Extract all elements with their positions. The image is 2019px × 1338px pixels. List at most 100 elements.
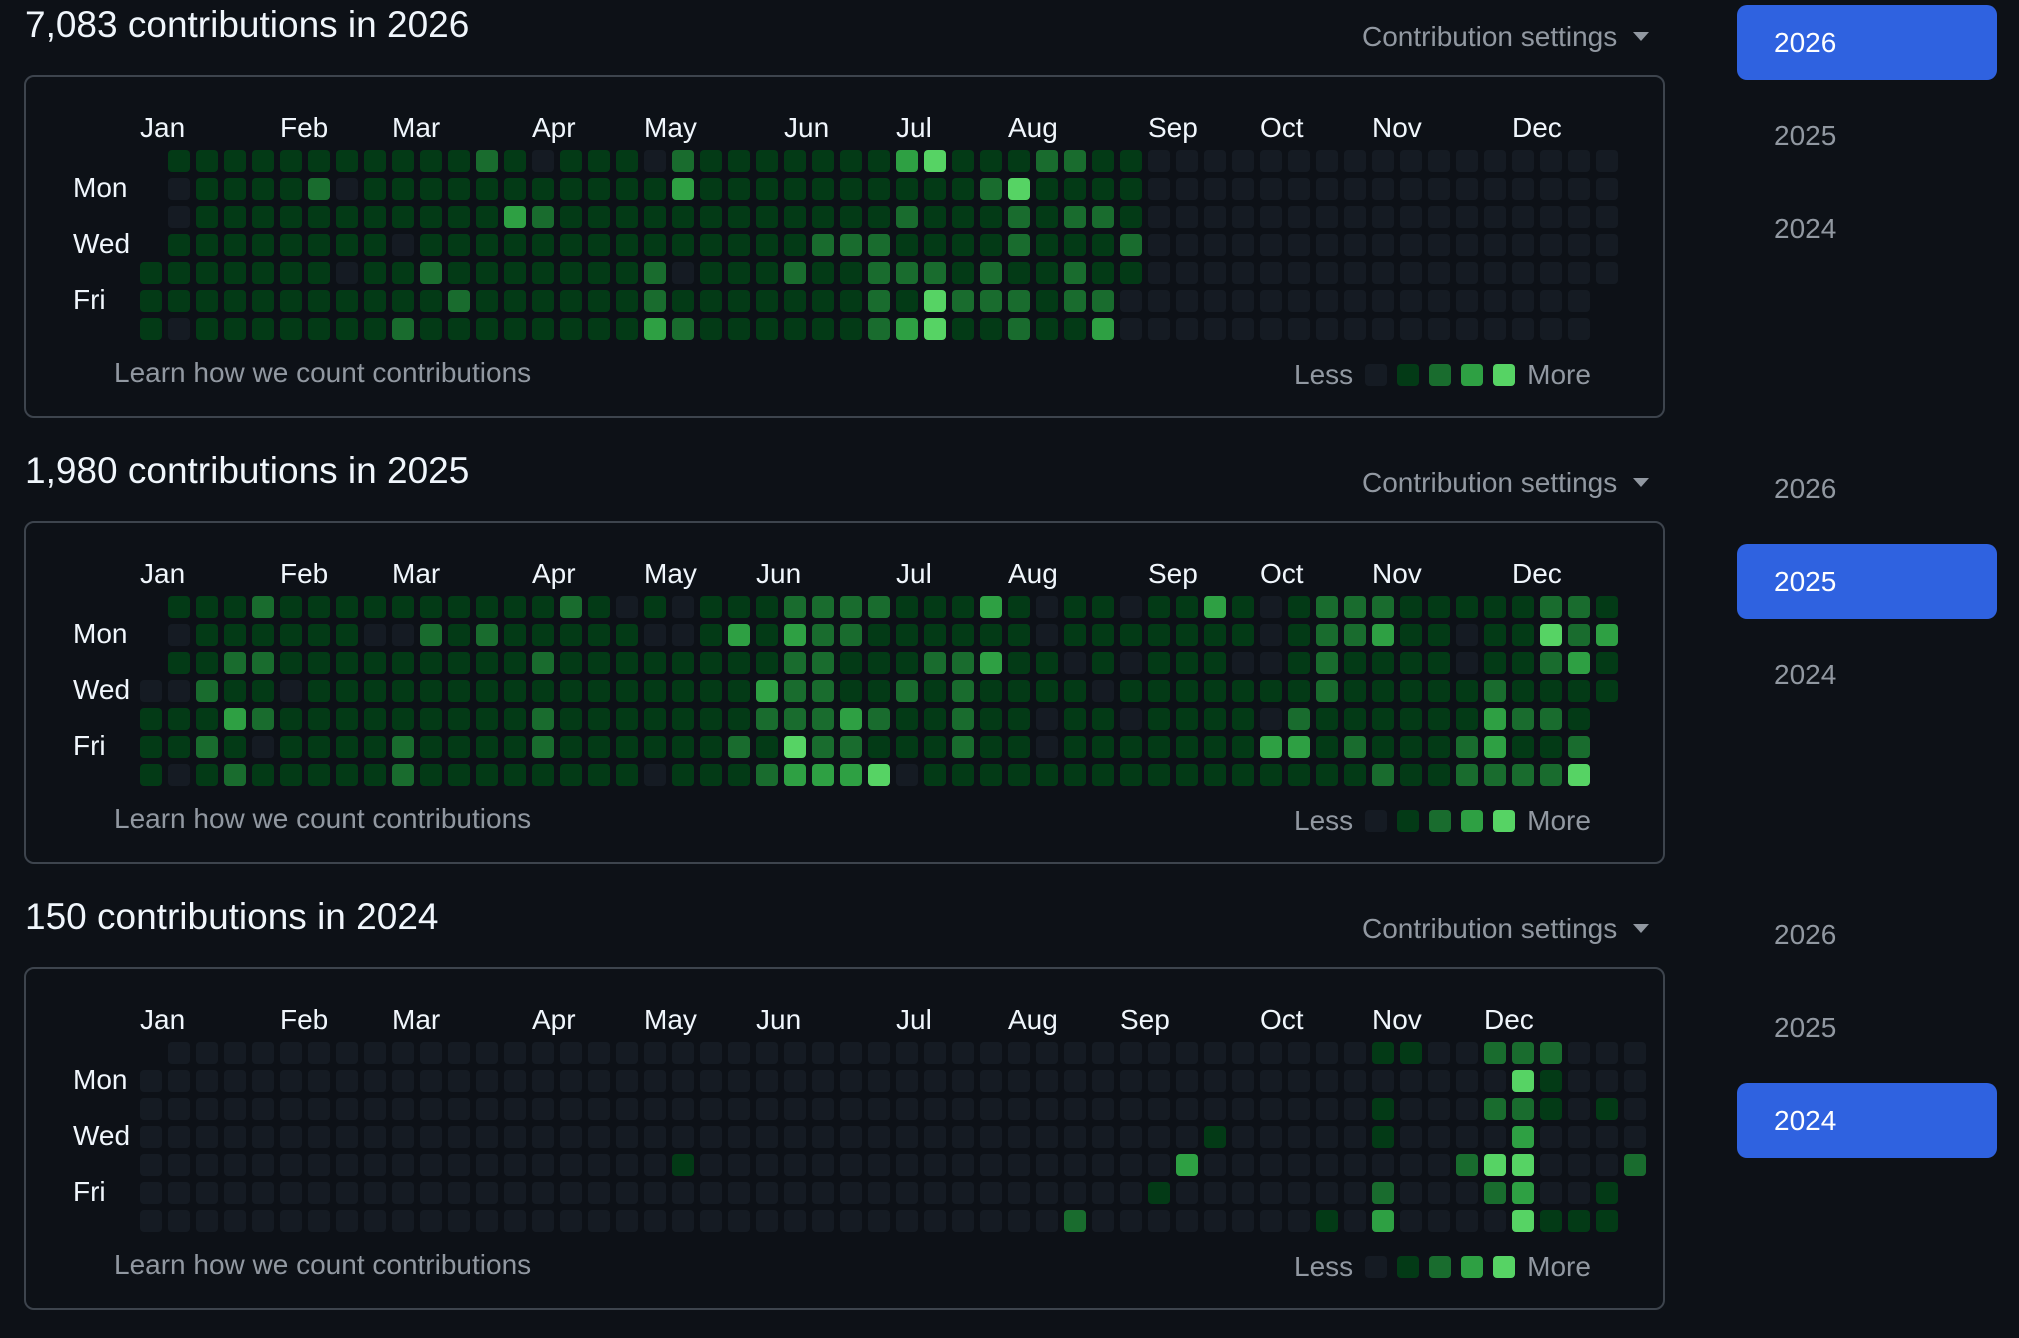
contribution-day[interactable]	[1344, 318, 1366, 340]
contribution-day[interactable]	[168, 1098, 190, 1120]
contribution-day[interactable]	[336, 764, 358, 786]
contribution-day[interactable]	[896, 206, 918, 228]
contribution-day[interactable]	[1288, 150, 1310, 172]
contribution-day[interactable]	[1064, 1042, 1086, 1064]
contribution-day[interactable]	[700, 1210, 722, 1232]
contribution-day[interactable]	[980, 708, 1002, 730]
contribution-day[interactable]	[980, 206, 1002, 228]
contribution-day[interactable]	[140, 262, 162, 284]
contribution-day[interactable]	[1232, 596, 1254, 618]
contribution-day[interactable]	[1204, 1126, 1226, 1148]
contribution-day[interactable]	[1288, 1070, 1310, 1092]
contribution-day[interactable]	[980, 1070, 1002, 1092]
contribution-day[interactable]	[448, 708, 470, 730]
contribution-day[interactable]	[1596, 234, 1618, 256]
contribution-day[interactable]	[308, 708, 330, 730]
contribution-day[interactable]	[588, 708, 610, 730]
contribution-day[interactable]	[952, 262, 974, 284]
contribution-day[interactable]	[868, 150, 890, 172]
contribution-day[interactable]	[168, 1042, 190, 1064]
contribution-day[interactable]	[196, 150, 218, 172]
contribution-day[interactable]	[308, 736, 330, 758]
contribution-day[interactable]	[896, 764, 918, 786]
contribution-day[interactable]	[868, 1182, 890, 1204]
contribution-day[interactable]	[308, 1210, 330, 1232]
contribution-day[interactable]	[448, 1182, 470, 1204]
contribution-day[interactable]	[1456, 1182, 1478, 1204]
contribution-day[interactable]	[168, 1126, 190, 1148]
contribution-day[interactable]	[952, 150, 974, 172]
contribution-day[interactable]	[1428, 1098, 1450, 1120]
contribution-day[interactable]	[1372, 178, 1394, 200]
contribution-day[interactable]	[1176, 290, 1198, 312]
contribution-day[interactable]	[280, 680, 302, 702]
contribution-day[interactable]	[756, 318, 778, 340]
contribution-day[interactable]	[952, 1182, 974, 1204]
contribution-day[interactable]	[448, 206, 470, 228]
contribution-day[interactable]	[1120, 1154, 1142, 1176]
contribution-day[interactable]	[1204, 680, 1226, 702]
contribution-day[interactable]	[1008, 178, 1030, 200]
contribution-day[interactable]	[560, 708, 582, 730]
contribution-day[interactable]	[896, 596, 918, 618]
contribution-day[interactable]	[1148, 262, 1170, 284]
contribution-day[interactable]	[924, 318, 946, 340]
contribution-day[interactable]	[1176, 178, 1198, 200]
contribution-day[interactable]	[196, 652, 218, 674]
contribution-day[interactable]	[1260, 736, 1282, 758]
contribution-day[interactable]	[532, 652, 554, 674]
contribution-day[interactable]	[364, 262, 386, 284]
contribution-day[interactable]	[672, 680, 694, 702]
contribution-day[interactable]	[1456, 764, 1478, 786]
contribution-day[interactable]	[700, 652, 722, 674]
contribution-day[interactable]	[672, 1210, 694, 1232]
contribution-day[interactable]	[896, 708, 918, 730]
contribution-day[interactable]	[644, 290, 666, 312]
contribution-day[interactable]	[1204, 318, 1226, 340]
contribution-day[interactable]	[1512, 1098, 1534, 1120]
contribution-day[interactable]	[812, 652, 834, 674]
contribution-day[interactable]	[532, 596, 554, 618]
contribution-day[interactable]	[1344, 1098, 1366, 1120]
contribution-day[interactable]	[168, 596, 190, 618]
contribution-day[interactable]	[868, 708, 890, 730]
contribution-day[interactable]	[336, 708, 358, 730]
contribution-day[interactable]	[1036, 1210, 1058, 1232]
contribution-day[interactable]	[1148, 1210, 1170, 1232]
contribution-day[interactable]	[1092, 708, 1114, 730]
contribution-day[interactable]	[168, 150, 190, 172]
contribution-day[interactable]	[588, 652, 610, 674]
contribution-day[interactable]	[756, 652, 778, 674]
contribution-day[interactable]	[868, 1126, 890, 1148]
contribution-day[interactable]	[644, 1070, 666, 1092]
contribution-day[interactable]	[532, 290, 554, 312]
contribution-day[interactable]	[448, 178, 470, 200]
contribution-day[interactable]	[364, 596, 386, 618]
contribution-day[interactable]	[952, 764, 974, 786]
contribution-day[interactable]	[1316, 736, 1338, 758]
contribution-day[interactable]	[532, 1126, 554, 1148]
contribution-day[interactable]	[336, 1154, 358, 1176]
contribution-day[interactable]	[868, 1154, 890, 1176]
contribution-day[interactable]	[1008, 596, 1030, 618]
contribution-day[interactable]	[1092, 234, 1114, 256]
contribution-day[interactable]	[364, 1154, 386, 1176]
contribution-day[interactable]	[1568, 736, 1590, 758]
contribution-day[interactable]	[756, 262, 778, 284]
contribution-day[interactable]	[952, 1210, 974, 1232]
contribution-day[interactable]	[728, 318, 750, 340]
contribution-day[interactable]	[1456, 596, 1478, 618]
contribution-day[interactable]	[1064, 318, 1086, 340]
contribution-day[interactable]	[616, 178, 638, 200]
contribution-day[interactable]	[1596, 1098, 1618, 1120]
contribution-day[interactable]	[196, 1098, 218, 1120]
contribution-day[interactable]	[1484, 736, 1506, 758]
contribution-day[interactable]	[616, 1154, 638, 1176]
contribution-day[interactable]	[924, 652, 946, 674]
contribution-day[interactable]	[700, 596, 722, 618]
contribution-day[interactable]	[1624, 1126, 1646, 1148]
contribution-day[interactable]	[1456, 736, 1478, 758]
contribution-day[interactable]	[504, 150, 526, 172]
contribution-day[interactable]	[980, 178, 1002, 200]
contribution-day[interactable]	[840, 234, 862, 256]
